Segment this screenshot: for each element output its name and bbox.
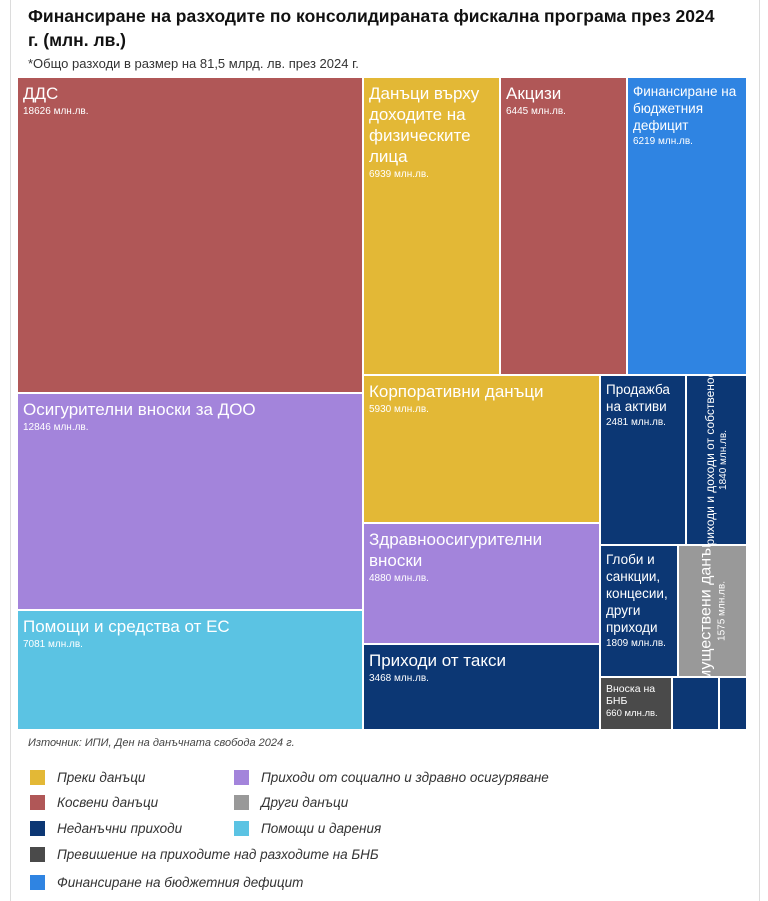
tile-value: 2481 млн.лв.	[606, 417, 666, 428]
legend-label: Помощи и дарения	[261, 821, 382, 836]
treemap-tile: Акцизи 6445 млн.лв.	[501, 78, 628, 376]
tile-value: 12846 млн.лв.	[23, 422, 89, 433]
tile-value: 6219 млн.лв.	[633, 136, 693, 147]
legend-item: Косвени данъци	[30, 795, 158, 810]
tile-value: 7081 млн.лв.	[23, 639, 83, 650]
tile-label: ДДС	[23, 84, 59, 103]
tile-value: 5930 млн.лв.	[369, 404, 429, 415]
treemap-tile: Приходи от такси 3468 млн.лв.	[364, 645, 601, 731]
tile-label: Помощи и средства от ЕС	[23, 617, 230, 636]
legend-label: Преки данъци	[57, 770, 146, 785]
tile-value: 6939 млн.лв.	[369, 169, 429, 180]
treemap-tile: Продажба на активи 2481 млн.лв.	[601, 376, 687, 546]
chart-frame	[10, 0, 760, 901]
tile-label: Финансиране на бюджетния дефицит	[633, 84, 737, 133]
treemap-tile: Вноска на БНБ 660 млн.лв.	[601, 678, 673, 731]
legend-item: Неданъчни приходи	[30, 821, 182, 836]
legend-label: Приходи от социално и здравно осигуряван…	[261, 770, 549, 785]
tile-value: 660 млн.лв.	[606, 708, 658, 719]
tile-label: Приходи и доходи от собственост	[702, 376, 717, 546]
treemap-tile: Глоби и санкции, концесии, други приходи…	[601, 546, 679, 678]
tile-label: Имуществени данъци	[697, 546, 714, 678]
treemap: ДДС 18626 млн.лв. Осигурителни вноски за Д…	[18, 78, 748, 731]
treemap-tile: Здравноосигурителни вноски 4880 млн.лв.	[364, 524, 601, 645]
tile-value: 6445 млн.лв.	[506, 106, 566, 117]
legend-label: Финансиране на бюджетния дефицит	[57, 875, 304, 890]
legend-swatch	[234, 821, 249, 836]
tile-label: Приходи от такси	[369, 651, 506, 670]
legend-label: Неданъчни приходи	[57, 821, 183, 836]
legend-label: Други данъци	[261, 795, 349, 810]
legend-swatch	[234, 770, 249, 785]
legend-item: Финансиране на бюджетния дефицит	[30, 875, 303, 890]
tile-value: 1809 млн.лв.	[606, 638, 666, 649]
legend-swatch	[30, 875, 45, 890]
tile-value: 4880 млн.лв.	[369, 573, 429, 584]
tile-label: Вноска на БНБ	[606, 683, 656, 707]
source-note: Източник: ИПИ, Ден на данъчната свобода …	[28, 737, 295, 749]
tile-value: 3468 млн.лв.	[369, 673, 429, 684]
legend-swatch	[30, 795, 45, 810]
tile-label: Акцизи	[506, 84, 562, 103]
legend-item: Помощи и дарения	[234, 821, 381, 836]
tile-label: Осигурителни вноски за ДОО	[23, 400, 256, 419]
legend-item: Други данъци	[234, 795, 348, 810]
legend-swatch	[30, 847, 45, 862]
chart-title: Финансиране на разходите по консолидиран…	[28, 6, 715, 50]
legend-swatch	[30, 770, 45, 785]
treemap-tile: Помощи и средства от ЕС 7081 млн.лв.	[18, 611, 364, 731]
treemap-tile: Финансиране на бюджетния дефицит 6219 млн…	[628, 78, 748, 376]
tile-label: Здравноосигурителни вноски	[369, 530, 543, 570]
tile-label: Данъци върху доходите на физическите лиц…	[369, 84, 480, 166]
legend-label: Превишение на приходите над разходите на…	[57, 847, 379, 862]
tile-label: Корпоративни данъци	[369, 382, 544, 401]
tile-label: Продажба на активи	[606, 382, 670, 414]
tile-value: 1840 млн.лв.	[717, 430, 729, 490]
treemap-tile	[673, 678, 720, 731]
legend-item: Приходи от социално и здравно осигуряван…	[234, 770, 549, 785]
legend-label: Косвени данъци	[57, 795, 159, 810]
treemap-tile: ДДС 18626 млн.лв.	[18, 78, 364, 394]
treemap-tile: Корпоративни данъци 5930 млн.лв.	[364, 376, 601, 524]
treemap-tile: Приходи и доходи от собственост 1840 млн.…	[687, 376, 748, 546]
legend-item: Превишение на приходите над разходите на…	[30, 847, 379, 862]
tile-label: Глоби и санкции, концесии, други приходи	[606, 552, 668, 635]
tile-value: 1575 млн.лв.	[716, 581, 727, 641]
treemap-tile: Данъци върху доходите на физическите лиц…	[364, 78, 501, 376]
treemap-tile: Имуществени данъци 1575 млн.лв.	[679, 546, 748, 678]
treemap-tile	[720, 678, 748, 731]
legend-swatch	[30, 821, 45, 836]
legend-item: Преки данъци	[30, 770, 145, 785]
treemap-tile: Осигурителни вноски за ДОО 12846 млн.лв.	[18, 394, 364, 611]
legend-swatch	[234, 795, 249, 810]
chart-note: *Общо разходи в размер на 81,5 млрд. лв.…	[28, 56, 359, 71]
tile-value: 18626 млн.лв.	[23, 106, 89, 117]
